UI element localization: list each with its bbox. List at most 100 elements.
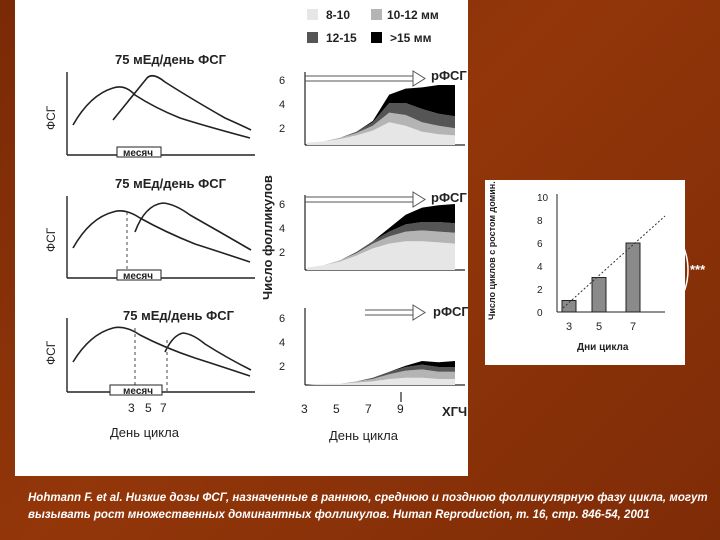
legend-swatch-2 — [371, 9, 382, 20]
left-x-title: День цикла — [110, 425, 180, 440]
area-series-3-3 — [307, 364, 455, 385]
fsh-axis-label-3: ФСГ — [44, 340, 58, 365]
fsh-axis-label-1: ФСГ — [44, 105, 58, 130]
fsh-axis-label-2: ФСГ — [44, 227, 58, 252]
fsh-curve-stim-3 — [164, 332, 252, 371]
y-tick-2-1: 2 — [279, 123, 285, 135]
arrow-head-3 — [412, 304, 426, 321]
fsh-curve-natural-2 — [72, 210, 251, 263]
legend-swatch-1 — [307, 9, 318, 20]
legend-label-4: >15 мм — [390, 31, 432, 45]
bar-day-5 — [591, 277, 607, 313]
fsh-curve-stim-2 — [134, 202, 252, 251]
legend: 8-10 10-12 мм 12-15 >15 мм — [307, 8, 439, 45]
bar-y-tick-10: 10 — [537, 193, 549, 204]
area-series-2-4 — [307, 204, 455, 268]
y-tick-2-2: 2 — [279, 247, 285, 259]
fsh-curve-stim-1 — [112, 74, 252, 131]
follicle-chart-3: 6 4 2 рФСГ 3 5 7 9 ХГЧ День цикла — [279, 304, 469, 443]
fsh-diagram-1: 75 мЕд/день ФСГ ФСГ месяч — [44, 52, 255, 159]
bar-y-tick-4: 4 — [537, 262, 543, 273]
bar-y-tick-6: 6 — [537, 239, 543, 250]
y-tick-4-3: 4 — [279, 337, 285, 349]
bar-x-tick-5: 5 — [596, 321, 602, 333]
left-x-tick-3: 3 — [128, 401, 135, 415]
month-box-2 — [116, 269, 162, 281]
bar-marks — [561, 242, 641, 313]
mid-x-title: День цикла — [329, 428, 399, 443]
bar-y-ticks: 0 2 4 6 8 10 — [537, 193, 549, 319]
legend-label-1: 8-10 — [326, 8, 350, 22]
legend-swatch-4 — [371, 32, 382, 43]
fsh-curve-natural-1 — [72, 86, 251, 139]
bar-day-3 — [561, 300, 577, 313]
area-stack-2 — [307, 204, 455, 270]
bar-x-tick-7: 7 — [630, 321, 636, 333]
y-tick-6-2: 6 — [279, 199, 285, 211]
bar-x-ticks: 3 5 7 — [566, 321, 636, 333]
y-tick-6-3: 6 — [279, 313, 285, 325]
arrow-head-2 — [412, 191, 426, 208]
mid-x-tick-9: 9 — [397, 402, 404, 416]
significance-stars: *** — [690, 262, 706, 277]
area-series-2-1 — [307, 241, 455, 270]
bar-y-tick-2: 2 — [537, 285, 543, 296]
y-tick-4-1: 4 — [279, 99, 285, 111]
rfsh-label-1: рФСГ — [431, 68, 467, 83]
dose-label-3: 75 мЕд/день ФСГ — [123, 308, 235, 323]
area-series-3-1 — [307, 377, 455, 385]
follicle-chart-1: 6 4 2 рФСГ — [279, 68, 467, 146]
month-label-1: месяч — [123, 148, 153, 159]
y-tick-4-2: 4 — [279, 223, 285, 235]
bar-y-title-line1: Число циклов с ростом домин. фолликула — [487, 180, 497, 320]
legend-label-3: 12-15 — [326, 31, 357, 45]
area-series-2-3 — [307, 222, 455, 268]
area-series-3-2 — [307, 369, 455, 385]
area-series-1-2 — [307, 112, 455, 143]
mid-x-tick-5: 5 — [333, 402, 340, 416]
bar-x-title: Дни цикла — [577, 342, 629, 353]
hcg-label: ХГЧ — [442, 404, 467, 419]
left-x-tick-5: 5 — [145, 401, 152, 415]
brace-path — [675, 233, 689, 307]
area-stack-1 — [307, 85, 455, 145]
fsh-diagram-3: 75 мЕд/день ФСГ ФСГ месяч 3 5 7 День цик… — [44, 308, 255, 440]
fsh-curve-natural-3 — [72, 326, 251, 377]
bar-y-tick-0: 0 — [537, 308, 543, 319]
dose-label-2: 75 мЕд/день ФСГ — [115, 176, 227, 191]
citation: Hohmann F. et al. Низкие дозы ФСГ, назна… — [28, 492, 708, 521]
follicle-axis-title: Число фолликулов — [260, 175, 275, 300]
month-label-2: месяч — [123, 271, 153, 282]
legend-swatch-3 — [307, 32, 318, 43]
rfsh-label-3: рФСГ — [433, 304, 468, 319]
significance-brace: *** — [675, 233, 706, 307]
bar-y-title: Число циклов с ростом домин. фолликула — [487, 128, 497, 320]
figure-panel: 8-10 10-12 мм 12-15 >15 мм 75 мЕд/день Ф… — [15, 0, 469, 476]
legend-label-2: 10-12 мм — [387, 8, 439, 22]
bar-chart: Число циклов с ростом домин. фолликула 0… — [487, 128, 666, 353]
area-series-1-3 — [307, 103, 455, 143]
month-box-3 — [109, 384, 163, 396]
area-series-2-2 — [307, 230, 455, 268]
area-stack-3 — [307, 361, 455, 385]
left-x-tick-7: 7 — [160, 401, 167, 415]
bar-x-tick-3: 3 — [566, 321, 572, 333]
month-label-3: месяч — [123, 386, 153, 397]
y-tick-2-3: 2 — [279, 361, 285, 373]
hcg-box — [437, 403, 469, 419]
mid-x-tick-7: 7 — [365, 402, 372, 416]
rfsh-label-2: рФСГ — [431, 190, 467, 205]
mid-x-tick-3: 3 — [301, 402, 308, 416]
main-figure: 8-10 10-12 мм 12-15 >15 мм 75 мЕд/день Ф… — [44, 8, 469, 443]
bar-day-7 — [625, 242, 641, 313]
area-series-1-1 — [307, 122, 455, 145]
dose-label-1: 75 мЕд/день ФСГ — [115, 52, 227, 67]
bar-y-tick-8: 8 — [537, 216, 543, 227]
month-box-1 — [116, 146, 162, 158]
y-tick-6-1: 6 — [279, 75, 285, 87]
fsh-diagram-2: 75 мЕд/день ФСГ ФСГ месяч — [44, 176, 255, 282]
bar-chart-panel: Число циклов с ростом домин. фолликула 0… — [485, 128, 685, 365]
follicle-chart-2: 6 4 2 рФСГ — [279, 190, 467, 271]
trend-line — [562, 215, 666, 309]
area-series-1-4 — [307, 85, 455, 143]
